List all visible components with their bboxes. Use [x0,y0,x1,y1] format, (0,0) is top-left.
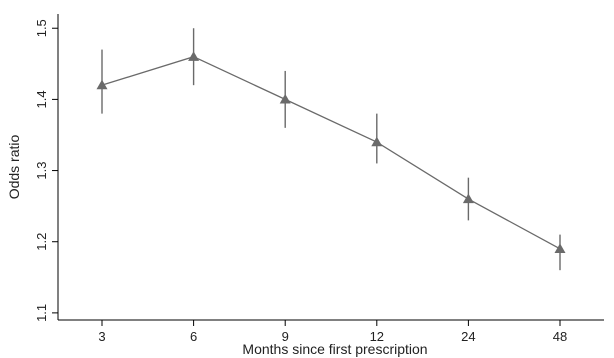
y-tick-label: 1.1 [34,304,49,322]
data-point [462,193,474,204]
data-point [188,51,200,61]
data-point [371,136,383,147]
plot-area [96,28,566,271]
x-tick-label: 3 [98,329,105,344]
x-tick-label: 9 [282,329,289,344]
x-tick-label: 48 [553,329,567,344]
x-tick-label: 12 [370,329,384,344]
x-tick-label: 6 [190,329,197,344]
series-line [101,56,561,250]
y-axis-title: Odds ratio [6,134,22,199]
y-ticks: 1.1 1.2 1.3 1.4 1.5 [34,19,58,322]
y-tick-label: 1.3 [34,162,49,180]
data-point [96,79,108,90]
x-axis-title: Months since first prescription [242,341,427,357]
y-tick-label: 1.2 [34,233,49,251]
y-tick-label: 1.4 [34,90,49,108]
x-ticks: 3 6 9 12 24 48 [98,320,567,344]
axes [57,14,604,321]
data-point [279,93,291,104]
x-tick-label: 24 [461,329,475,344]
data-point [554,243,566,253]
y-tick-label: 1.5 [34,19,49,37]
